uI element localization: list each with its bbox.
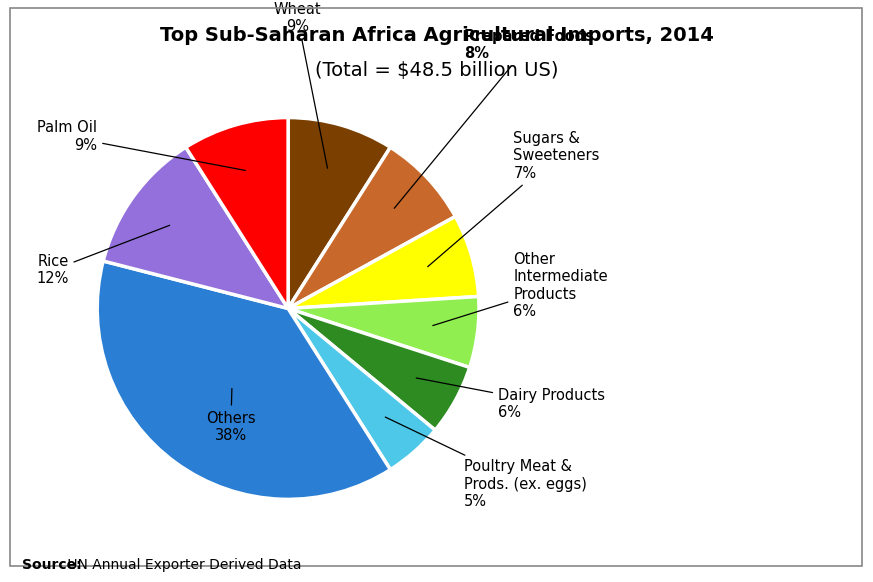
- Text: Rice
12%: Rice 12%: [36, 225, 169, 286]
- Text: Dairy Products
6%: Dairy Products 6%: [416, 378, 605, 420]
- Text: Sugars &
Sweeteners
7%: Sugars & Sweeteners 7%: [428, 131, 600, 267]
- Wedge shape: [97, 261, 390, 499]
- Wedge shape: [288, 308, 435, 470]
- Text: Palm Oil
9%: Palm Oil 9%: [38, 120, 245, 171]
- Text: UN Annual Exporter Derived Data: UN Annual Exporter Derived Data: [63, 558, 301, 572]
- Text: Prepared Foods
8%: Prepared Foods 8%: [395, 29, 594, 208]
- Wedge shape: [288, 308, 470, 430]
- Text: Other
Intermediate
Products
6%: Other Intermediate Products 6%: [433, 252, 608, 325]
- Wedge shape: [186, 118, 288, 308]
- Text: Others
38%: Others 38%: [206, 388, 256, 443]
- Wedge shape: [103, 147, 288, 308]
- Text: Poultry Meat &
Prods. (ex. eggs)
5%: Poultry Meat & Prods. (ex. eggs) 5%: [385, 417, 587, 509]
- Text: Top Sub-Saharan Africa Agricultural Imports, 2014: Top Sub-Saharan Africa Agricultural Impo…: [160, 26, 713, 45]
- Text: Source:: Source:: [22, 558, 81, 572]
- Text: Wheat
9%: Wheat 9%: [274, 2, 327, 168]
- Text: (Total = $48.5 billion US): (Total = $48.5 billion US): [315, 61, 558, 80]
- Wedge shape: [288, 296, 479, 367]
- Wedge shape: [288, 217, 478, 308]
- Wedge shape: [288, 118, 390, 308]
- Wedge shape: [288, 147, 456, 308]
